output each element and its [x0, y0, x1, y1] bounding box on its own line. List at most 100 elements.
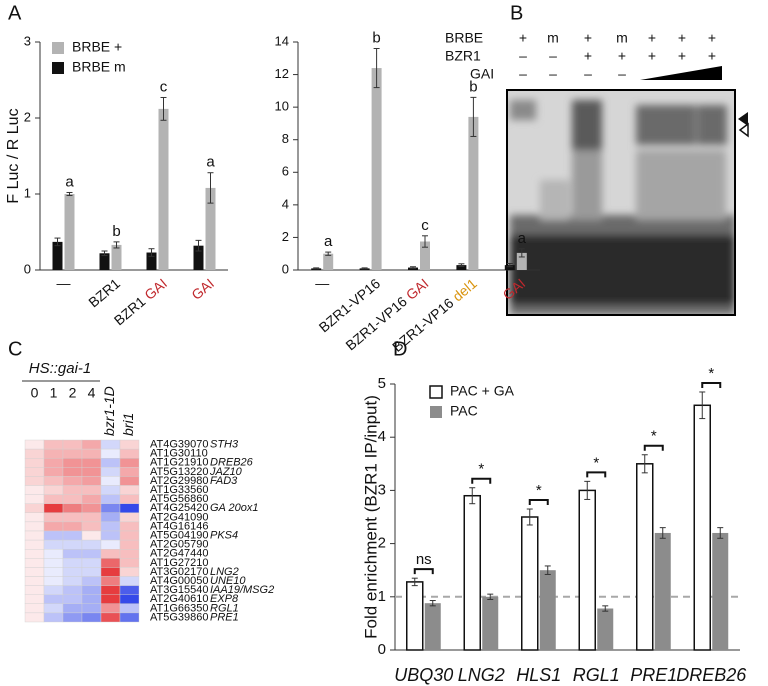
gene-name: RGL1	[210, 602, 239, 614]
y-axis-label: Fold enrichment (BZR1 IP/input)	[361, 395, 380, 639]
heatmap-cell	[24, 539, 45, 550]
legend-swatch	[430, 406, 442, 418]
y-tick-label: 10	[275, 99, 289, 114]
gel-lane-mark: –	[519, 66, 527, 82]
panel-label: D	[393, 338, 407, 360]
heatmap-cell	[81, 448, 102, 459]
heatmap-cell	[62, 558, 83, 568]
bar	[468, 116, 479, 271]
y-tick-label: 5	[378, 375, 386, 392]
heatmap-cell	[100, 539, 121, 550]
heatmap-cell	[119, 539, 140, 550]
x-tick-label: —	[315, 275, 329, 291]
gel-lane-mark: –	[584, 66, 592, 82]
gene-name: GA 20ox1	[210, 502, 259, 514]
gel-lane-mark: +	[648, 48, 656, 64]
bar	[424, 603, 441, 650]
x-tick-label-part: RGL1	[573, 665, 620, 685]
bar	[111, 244, 122, 270]
x-tick-label-part: del1	[449, 275, 480, 304]
heatmap-cell	[62, 521, 83, 532]
heatmap-cell	[81, 612, 102, 623]
heatmap-cell	[119, 458, 140, 468]
heatmap-cell	[62, 539, 83, 550]
heatmap-cell	[24, 467, 45, 477]
heatmap-cell	[62, 458, 83, 468]
bar	[323, 253, 334, 270]
heatmap-cell	[119, 448, 140, 459]
gel-lane-mark: –	[618, 66, 626, 82]
heatmap-cell	[81, 558, 102, 568]
heatmap-cell	[100, 503, 121, 514]
heatmap-cell	[43, 530, 64, 541]
row-label: AT1G30110	[150, 448, 208, 460]
error-bar	[469, 487, 476, 505]
heatmap-cell	[119, 494, 140, 504]
annotation: *	[708, 365, 714, 382]
y-tick-label: 2	[282, 229, 289, 244]
error-bar	[160, 96, 167, 121]
heatmap-cell	[43, 521, 64, 532]
heatmap-cell	[119, 503, 140, 514]
gel-lane-mark: +	[678, 48, 686, 64]
heatmap-cell	[43, 485, 64, 495]
heatmap-cell	[24, 549, 45, 559]
heatmap-cell	[119, 530, 140, 541]
x-tick-label: LNG2	[458, 665, 505, 685]
bar	[539, 570, 556, 650]
heatmap-cell	[81, 603, 102, 614]
heatmap-cell	[62, 494, 83, 504]
heatmap-cell	[43, 494, 64, 504]
row-label: AT4G16146	[150, 520, 209, 532]
bar	[521, 516, 539, 651]
heatmap-cell	[119, 467, 140, 477]
heatmap-cell	[43, 549, 64, 559]
gene-name: PKS4	[210, 529, 238, 541]
x-tick-label: BZR1GAI	[111, 275, 170, 328]
heatmap-cell	[119, 476, 140, 486]
error-bar	[602, 605, 609, 612]
gel-lane-mark: +	[708, 30, 716, 46]
heatmap-cell	[43, 439, 64, 450]
heatmap-cell	[100, 476, 121, 486]
heatmap-cell	[81, 439, 102, 450]
gel-lane-mark: m	[547, 30, 559, 46]
bar	[712, 532, 729, 650]
row-label: AT4G39070	[150, 438, 209, 450]
row-label: AT5G13220	[150, 466, 209, 478]
heatmap-cell	[119, 612, 140, 623]
row-label: AT2G47440	[150, 548, 209, 560]
legend-swatch	[429, 385, 443, 399]
legend-label: PAC + GA	[450, 383, 515, 399]
annotation: b	[372, 29, 380, 46]
gene-name: IAA19/MSG2	[210, 584, 274, 596]
row-label: AT5G56860	[150, 493, 209, 505]
gel-lane-mark: –	[519, 48, 527, 64]
error-bar	[113, 241, 120, 249]
heatmap-cell	[43, 558, 64, 568]
bar	[693, 404, 711, 651]
heatmap-cell	[62, 485, 83, 495]
x-tick-label: BZR1	[85, 275, 123, 310]
y-tick-label: 2	[378, 535, 386, 552]
x-tick-label: UBQ30	[394, 665, 453, 685]
error-bar	[506, 262, 513, 268]
error-bar	[429, 600, 436, 607]
y-tick-label: 14	[275, 33, 289, 48]
y-tick-label: 12	[275, 66, 289, 81]
heatmap-cell	[24, 448, 45, 459]
heatmap-cell	[119, 521, 140, 532]
error-bar	[373, 48, 380, 89]
error-bar	[584, 480, 591, 500]
y-tick-label: 4	[282, 196, 289, 211]
gene-name: PRE1	[210, 611, 239, 623]
bar	[158, 108, 169, 270]
heatmap-cell	[24, 612, 45, 623]
error-bar	[325, 251, 332, 256]
error-bar	[487, 593, 494, 600]
heatmap-cell	[43, 594, 64, 605]
bar	[597, 608, 614, 650]
bar	[64, 194, 75, 270]
